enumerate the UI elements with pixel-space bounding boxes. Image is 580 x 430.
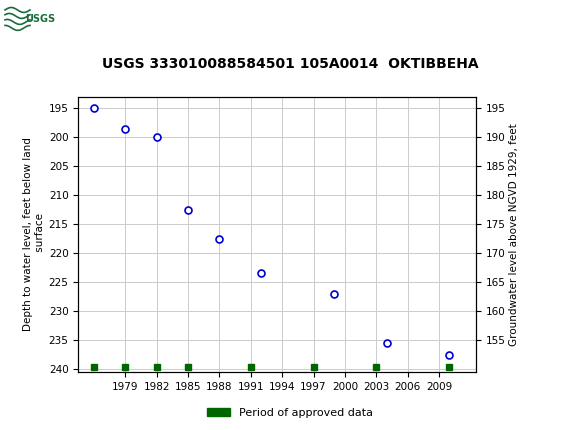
Legend: Period of approved data: Period of approved data (203, 403, 377, 422)
Text: USGS: USGS (25, 14, 55, 24)
Text: USGS 333010088584501 105A0014  OKTIBBEHA: USGS 333010088584501 105A0014 OKTIBBEHA (102, 58, 478, 71)
Y-axis label: Depth to water level, feet below land
 surface: Depth to water level, feet below land su… (23, 138, 45, 331)
Text: USGS: USGS (63, 12, 110, 26)
Y-axis label: Groundwater level above NGVD 1929, feet: Groundwater level above NGVD 1929, feet (509, 123, 519, 346)
Bar (4, 3, 56, 35)
